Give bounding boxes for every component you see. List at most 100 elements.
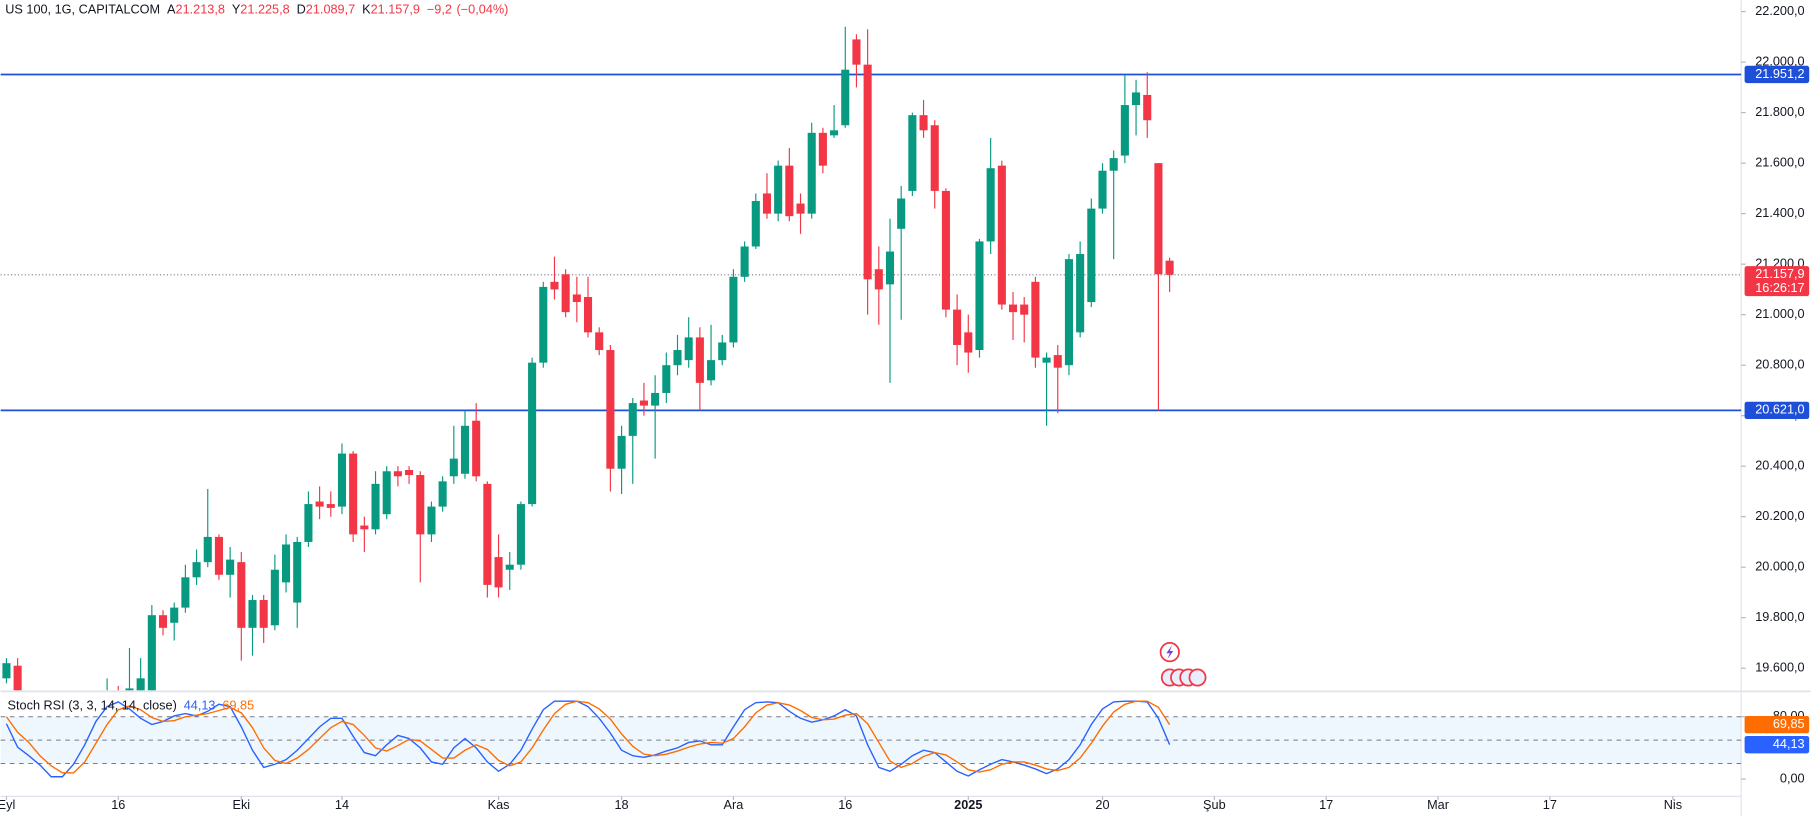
- candle-body: [897, 198, 906, 229]
- candle-body: [1042, 357, 1051, 363]
- candle-body: [628, 403, 637, 436]
- change: −9,2: [427, 3, 452, 17]
- event-icons[interactable]: [1159, 642, 1207, 687]
- y-tick-label: 21.000,0: [1755, 307, 1804, 321]
- candle-body: [360, 525, 369, 530]
- ohlc-key: K: [362, 3, 371, 17]
- candle-body: [438, 481, 447, 507]
- candle-body: [930, 125, 939, 191]
- candle-body: [1020, 304, 1029, 315]
- candle-body: [494, 557, 503, 588]
- last-value-box: [1744, 736, 1810, 754]
- candle-body: [382, 471, 391, 515]
- y-tick-label: 20.400,0: [1755, 459, 1804, 473]
- y-tick-label: 0,00: [1780, 771, 1805, 785]
- candle-body: [192, 562, 201, 578]
- last-value-label: 44,13: [1773, 737, 1805, 751]
- y-tick-label: 21.400,0: [1755, 206, 1804, 220]
- candle-body: [248, 600, 257, 628]
- candle-body: [505, 564, 514, 570]
- candle-body: [651, 392, 660, 406]
- x-tick-label: 20: [1095, 798, 1109, 812]
- candle-body: [1076, 254, 1085, 333]
- candle-body: [393, 471, 402, 477]
- y-tick-label: 21.800,0: [1755, 105, 1804, 119]
- x-tick-label: 2025: [954, 798, 982, 812]
- candle-body: [203, 536, 212, 563]
- candle-body: [729, 276, 738, 343]
- candle-body: [1120, 105, 1129, 156]
- candle-body: [673, 350, 682, 366]
- candle-body: [1154, 163, 1163, 275]
- y-tick-label: 19.600,0: [1755, 661, 1804, 675]
- candle-body: [818, 132, 827, 166]
- x-tick-label: 16: [838, 798, 852, 812]
- stoch-lines: [5, 700, 1171, 778]
- candle-body: [170, 607, 179, 623]
- y-tick-label: 20.200,0: [1755, 509, 1804, 523]
- indicator-header: Stoch RSI (3, 3, 14, 14, close) 44,13 69,8…: [8, 699, 255, 713]
- candle-body: [427, 506, 436, 535]
- x-tick-label: 16: [111, 798, 125, 812]
- candle-body: [707, 360, 716, 381]
- ohlc-value: 21.157,9: [371, 3, 420, 17]
- candle-body: [282, 544, 291, 583]
- candle-body: [293, 541, 302, 603]
- candle-body: [807, 132, 816, 214]
- candle-body: [964, 332, 973, 353]
- candle-body: [304, 504, 313, 542]
- candle-body: [662, 365, 671, 393]
- candle-body: [885, 251, 895, 285]
- y-tick-label: 22.200,0: [1755, 4, 1804, 18]
- candle-body: [147, 615, 156, 691]
- candle-body: [975, 241, 984, 351]
- candle-body: [941, 190, 950, 310]
- candle-body: [181, 577, 190, 608]
- candle-body: [1053, 355, 1062, 368]
- candle-body: [270, 569, 279, 626]
- last-price-label: 21.157,9: [1755, 267, 1804, 281]
- lightning-icon: [1166, 645, 1174, 660]
- stoch-line: [5, 700, 1171, 774]
- ohlc-key: Y: [232, 3, 241, 17]
- candle-body: [953, 309, 962, 345]
- level-label: 20.621,0: [1755, 403, 1804, 417]
- candle-body: [639, 400, 648, 406]
- candle-body: [684, 337, 693, 361]
- candle-body: [997, 165, 1006, 305]
- y-tick-label: 20.800,0: [1755, 358, 1804, 372]
- candle-body: [237, 562, 246, 628]
- flag-icon[interactable]: [1188, 668, 1207, 687]
- level-label-box: [1744, 65, 1810, 84]
- candle-body: [472, 420, 481, 477]
- candle-body: [1165, 260, 1174, 275]
- candle-body: [919, 115, 928, 131]
- candle-body: [539, 286, 548, 363]
- ohlc-value: 21.089,7: [306, 3, 355, 17]
- candle-body: [460, 425, 470, 474]
- ohlc-value: 21.225,8: [240, 3, 289, 17]
- chart-header: US 100, 1G, CAPITALCOM A21.213,8 Y21.225,8…: [5, 3, 508, 17]
- candle-body: [259, 600, 268, 628]
- ohlc-key: A: [167, 3, 176, 17]
- candle-body: [718, 342, 727, 361]
- candle-body: [863, 64, 872, 280]
- candle-body: [1132, 92, 1141, 106]
- candle-body: [483, 483, 492, 585]
- candle-body: [349, 453, 358, 535]
- candle-body: [583, 296, 593, 333]
- change-percent: (−0,04%): [457, 3, 509, 17]
- candle-body: [617, 435, 626, 469]
- indicator-value: 44,13: [184, 699, 216, 713]
- candle-body: [561, 274, 570, 313]
- x-tick-label: 18: [615, 798, 629, 812]
- x-tick-label: Eyl: [0, 798, 15, 812]
- candle-body: [986, 168, 995, 242]
- candle-body: [606, 350, 615, 469]
- ohlc-value: 21.213,8: [176, 3, 225, 17]
- candle-body: [774, 165, 783, 214]
- candle-body: [796, 203, 805, 214]
- x-tick-label: Mar: [1427, 798, 1450, 812]
